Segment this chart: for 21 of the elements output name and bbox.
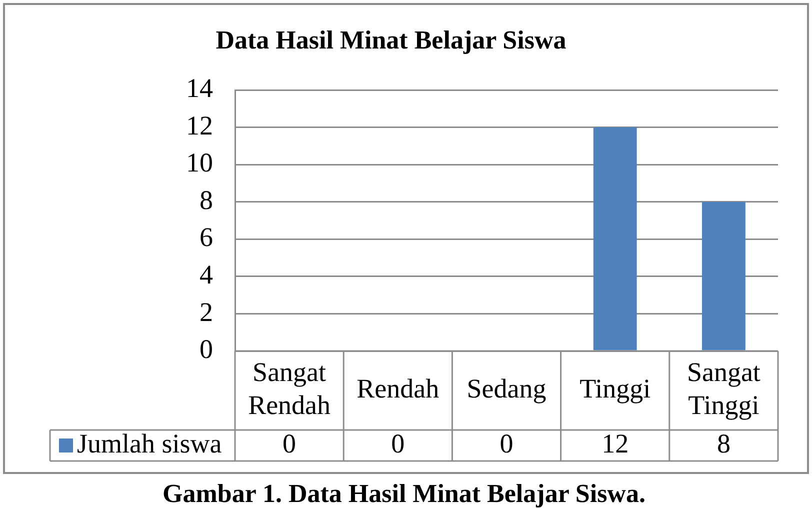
y-tick-label: 8 (200, 184, 213, 215)
x-tick-label: Sangat Tinggi (686, 357, 761, 420)
y-tick-label: 2 (200, 296, 213, 327)
x-tick-label: Tinggi (580, 374, 651, 404)
x-tick-label: Sedang (466, 374, 546, 404)
legend-label: Jumlah siswa (77, 428, 222, 459)
x-tick-label: Sangat Rendah (248, 357, 332, 420)
data-label: 0 (282, 428, 296, 459)
data-label: 12 (602, 428, 629, 459)
data-label: 8 (716, 428, 730, 459)
y-tick-label: 12 (186, 110, 213, 140)
chart-title: Data Hasil Minat Belajar Siswa (216, 26, 566, 55)
y-tick-label: 14 (186, 73, 214, 104)
y-tick-label: 0 (200, 334, 213, 364)
x-tick-label: Rendah (356, 374, 440, 404)
data-label: 0 (500, 428, 514, 459)
y-tick-label: 10 (186, 148, 213, 178)
text: Gambar 1. Data Hasil Minat Belajar Siswa. (162, 478, 646, 509)
y-tick-label: 6 (200, 222, 213, 252)
y-tick-label: 4 (200, 260, 214, 290)
data-label: 0 (391, 428, 405, 459)
